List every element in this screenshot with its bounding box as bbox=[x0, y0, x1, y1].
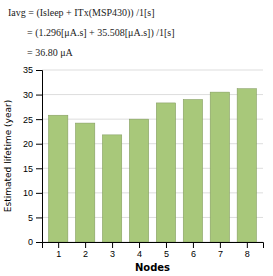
tick-label: 8 bbox=[245, 249, 250, 259]
tick-mark bbox=[112, 242, 113, 248]
grid-line bbox=[42, 94, 263, 95]
annotation: = (1.296[μA.s] + 35.508[μA.s]) /1[s] bbox=[27, 27, 175, 39]
tick: 1 bbox=[56, 242, 61, 259]
tick-mark bbox=[36, 144, 42, 145]
tick: 8 bbox=[245, 242, 250, 259]
annotations: Iavg = (Isleep + ITx(MSP430)) /1[s] = (1.… bbox=[8, 7, 175, 58]
tick-label: 5 bbox=[28, 213, 33, 223]
tick-mark bbox=[36, 193, 42, 194]
grid-line bbox=[42, 70, 263, 71]
tick-mark bbox=[139, 242, 140, 248]
tick: 5 bbox=[164, 242, 169, 259]
tick: 35 bbox=[23, 65, 42, 75]
tick-label: 2 bbox=[83, 249, 88, 259]
tick: 6 bbox=[191, 242, 196, 259]
tick-mark bbox=[85, 242, 86, 248]
tick: 20 bbox=[23, 139, 42, 149]
tick-label: 35 bbox=[23, 65, 33, 75]
tick-mark bbox=[36, 119, 42, 120]
bar bbox=[75, 123, 94, 242]
annotation: Iavg = (Isleep + ITx(MSP430)) /1[s] bbox=[8, 7, 155, 19]
tick-mark bbox=[36, 95, 42, 96]
y-axis-title: Estimated lifetime (year) bbox=[3, 100, 13, 212]
tick-label: 15 bbox=[23, 164, 33, 174]
tick-mark bbox=[193, 242, 194, 248]
grid-line bbox=[42, 192, 263, 193]
tick-mark bbox=[247, 242, 248, 248]
tick: 0 bbox=[28, 237, 42, 247]
grid-line bbox=[42, 119, 263, 120]
chart: Iavg = (Isleep + ITx(MSP430)) /1[s] = (1.… bbox=[0, 0, 273, 276]
tick-label: 6 bbox=[191, 249, 196, 259]
tick: 15 bbox=[23, 164, 42, 174]
annotation: = 36.80 μA bbox=[27, 47, 74, 58]
tick-label: 4 bbox=[137, 249, 142, 259]
tick: 2 bbox=[83, 242, 88, 259]
tick: 25 bbox=[23, 115, 42, 125]
tick-label: 25 bbox=[23, 115, 33, 125]
tick: 4 bbox=[137, 242, 142, 259]
tick: 7 bbox=[218, 242, 223, 259]
bar bbox=[183, 99, 202, 242]
tick-label: 20 bbox=[23, 139, 33, 149]
tick-label: 10 bbox=[23, 188, 33, 198]
axis-line bbox=[43, 243, 264, 249]
tick-label: 1 bbox=[56, 249, 61, 259]
tick-label: 0 bbox=[28, 237, 33, 247]
bars bbox=[48, 89, 256, 242]
tick-mark bbox=[36, 168, 42, 169]
bar bbox=[102, 135, 121, 242]
tick-mark bbox=[220, 242, 221, 248]
tick-mark bbox=[36, 70, 42, 71]
bar bbox=[156, 103, 175, 242]
tick-label: 3 bbox=[110, 249, 115, 259]
tick-mark bbox=[36, 217, 42, 218]
tick-label: 5 bbox=[164, 249, 169, 259]
plot: 1 2 3 4 5 6 7 8 0 5 10 15 20 25 30 35 bbox=[23, 65, 264, 259]
tick: 5 bbox=[28, 213, 42, 223]
bar bbox=[237, 89, 256, 242]
bar bbox=[129, 119, 148, 242]
tick: 30 bbox=[23, 90, 42, 100]
tick: 10 bbox=[23, 188, 42, 198]
axis-line bbox=[36, 71, 43, 243]
tick: 3 bbox=[110, 242, 115, 259]
tick-mark bbox=[36, 242, 42, 243]
grid-line bbox=[42, 217, 263, 218]
tick-label: 7 bbox=[218, 249, 223, 259]
tick-mark bbox=[166, 242, 167, 248]
x-axis: 1 2 3 4 5 6 7 8 bbox=[43, 242, 264, 259]
grid-line bbox=[42, 168, 263, 169]
x-axis-title: Nodes bbox=[135, 262, 170, 273]
bar bbox=[48, 115, 67, 242]
tick-label: 30 bbox=[23, 90, 33, 100]
bar bbox=[210, 92, 229, 242]
y-axis: 0 5 10 15 20 25 30 35 bbox=[23, 65, 43, 247]
grid-line bbox=[42, 143, 263, 144]
tick-mark bbox=[58, 242, 59, 248]
grid bbox=[42, 70, 263, 242]
